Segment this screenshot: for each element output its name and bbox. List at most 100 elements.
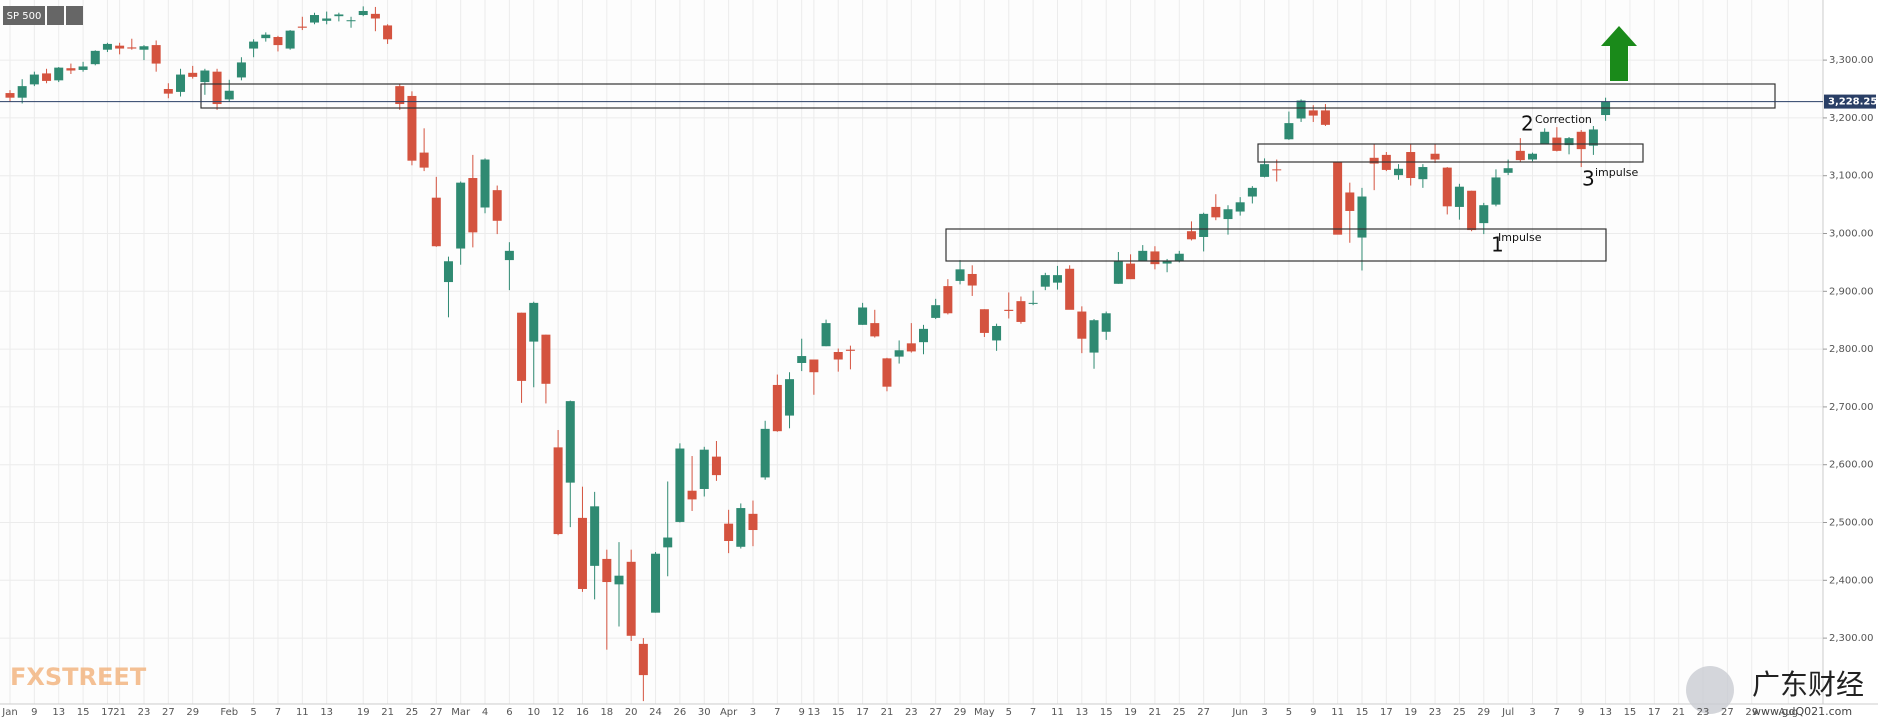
x-tick-label: 24 [649,707,662,718]
candle-body [383,25,393,40]
candle-body [663,537,673,548]
y-tick-label: 2,700.00 [1829,402,1874,413]
calendar-button[interactable] [66,6,83,25]
candle-body [724,523,734,542]
candle-body [492,190,502,221]
x-tick-label: 6 [506,707,512,718]
x-tick-label: 15 [77,707,90,718]
wave-label: Correction [1535,113,1592,126]
wave-number: 2 [1521,112,1534,136]
y-tick-label: 3,100.00 [1829,171,1874,182]
x-tick-label: Mar [451,707,471,718]
x-tick-label: 23 [1429,707,1442,718]
candle-body [1576,131,1586,150]
candle-body [943,286,953,314]
x-tick-label: 21 [113,707,126,718]
x-tick-label: 13 [1075,707,1088,718]
candle-body [979,309,989,333]
symbol-box[interactable] [3,6,45,25]
candle-body [1588,129,1598,146]
candle-body [127,47,137,49]
x-tick-label: 9 [1310,707,1316,718]
candle-body [1028,302,1038,304]
candle-body [395,86,405,105]
x-tick-label: 27 [162,707,175,718]
x-tick-label: 13 [320,707,333,718]
candle-body [967,273,977,286]
x-tick-label: 13 [1599,707,1612,718]
candles [5,6,1611,702]
candle-body [5,93,15,98]
candle-body [1308,110,1318,116]
refresh-button[interactable] [47,6,64,25]
candle-body [1320,110,1330,125]
candle-body [236,62,246,78]
candle-body [565,401,575,483]
candle-body [1004,309,1014,311]
x-tick-label: 11 [1331,707,1344,718]
candle-body [151,45,161,64]
candle-body [1138,250,1148,261]
x-tick-label: 29 [1745,707,1758,718]
x-tick-label: 9 [799,707,805,718]
candle-body [1430,153,1440,160]
candle-body [1223,209,1233,220]
x-tick-label: 20 [625,707,638,718]
candle-body [1186,231,1196,240]
candle-body [407,95,417,161]
x-tick-label: 17 [1380,707,1393,718]
x-tick-label: 29 [186,707,199,718]
x-tick-label: 15 [1100,707,1113,718]
candle-body [1454,186,1464,207]
x-tick-label: 4 [482,707,488,718]
candle-body [370,13,380,19]
candle-body [1296,100,1306,119]
wave-label: Impulse [1498,231,1542,244]
x-tick-label: 3 [1529,707,1535,718]
x-tick-label: 21 [1672,707,1685,718]
candle-body [748,513,758,531]
candle-body [456,182,466,249]
watermark-cn: 广东财经 [1752,668,1864,701]
y-tick-label: 3,200.00 [1829,113,1874,124]
x-tick-label: 7 [1030,707,1036,718]
wave-label: impulse [1595,166,1639,179]
x-tick-label: 5 [250,707,256,718]
candle-body [1235,202,1245,212]
x-tick-label: 29 [954,707,967,718]
candle-body [249,41,259,49]
x-tick-label: 25 [1453,707,1466,718]
candle-body [1052,275,1062,283]
candle-body [419,152,429,168]
candle-body [785,379,795,416]
candle-body [322,18,332,21]
candle-body [90,50,100,65]
candle-body [1284,123,1294,140]
candle-body [1272,169,1282,171]
candle-body [1503,168,1513,173]
y-tick-label: 2,300.00 [1829,633,1874,644]
candle-body [200,70,210,83]
candle-body [1406,152,1416,179]
x-tick-label: 17 [101,707,114,718]
candle-body [224,90,234,100]
x-tick-label: Feb [220,707,238,718]
x-tick-label: 17 [1648,707,1661,718]
candle-body [297,26,307,28]
candle-body [931,305,941,318]
x-tick-label: 25 [406,707,419,718]
candle-body [443,261,453,283]
x-tick-label: May [974,707,995,718]
candle-body [517,312,527,381]
candle-body [163,89,173,94]
candle-body [29,74,39,85]
x-tick-label: 19 [1404,707,1417,718]
candle-body [919,328,928,343]
candle-body [42,73,52,81]
candle-body [797,356,807,363]
x-tick-label: 21 [881,707,894,718]
candle-body [480,159,490,208]
candle-body [675,448,685,522]
candle-body [1467,190,1477,231]
x-tick-label: 23 [905,707,918,718]
